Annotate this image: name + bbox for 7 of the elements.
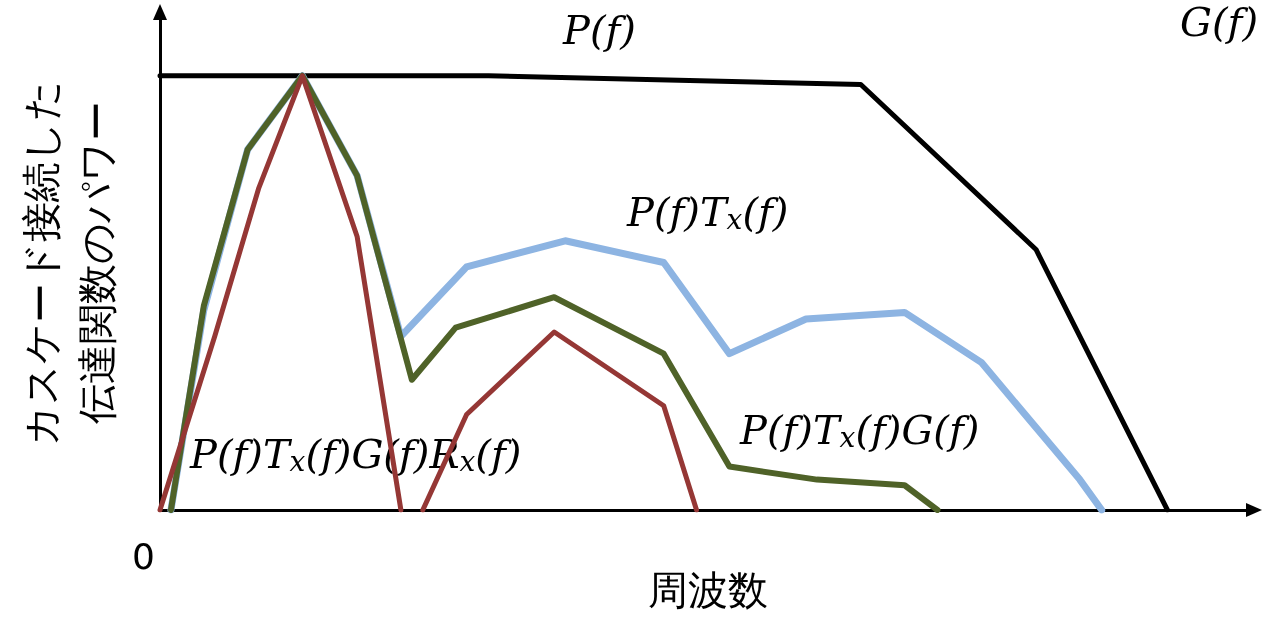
text: 0 (132, 535, 155, 577)
x-axis-title: 周波数 (647, 567, 768, 613)
y-axis-title: カスケード接続した伝達関数のパワー (18, 79, 120, 446)
series-label: P(f)Tx(f) (626, 189, 789, 236)
series-label: P(f)Tx(f)G(f) (739, 407, 980, 454)
text: G(f) (1180, 0, 1258, 45)
series-label: P(f) (562, 7, 636, 53)
